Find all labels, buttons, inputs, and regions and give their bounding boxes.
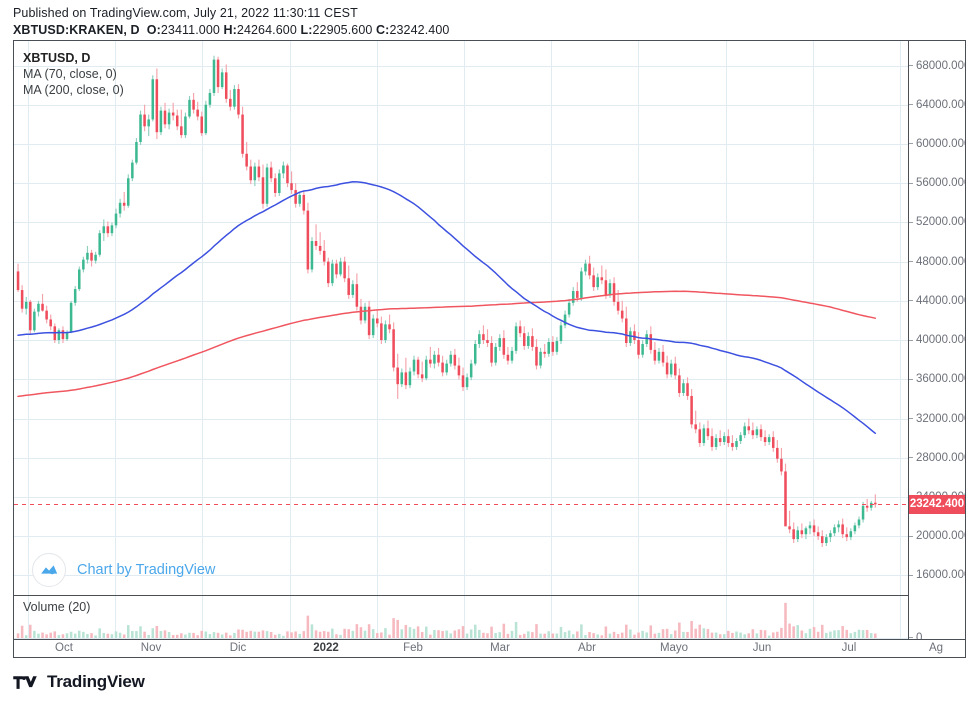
open-value: 23411.000 [160,23,220,37]
gridline-vertical [202,41,203,595]
volume-pane[interactable]: Volume (20) [14,596,908,639]
price-tick-label: 28000.000 [909,451,965,465]
price-plot [16,55,877,547]
gridline-horizontal [14,536,908,537]
price-pane[interactable]: XBTUSD, D MA (70, close, 0) MA (200, clo… [14,41,908,595]
price-tick-label: 52000.000 [909,215,965,229]
gridline-horizontal [14,262,908,263]
gridline-horizontal [14,105,908,106]
gridline-horizontal [14,222,908,223]
gridline-horizontal [14,419,908,420]
gridline-vertical [115,596,116,639]
gridline-horizontal [14,497,908,498]
volume-tick-label: 0 [909,631,965,639]
time-tick-label: Feb [403,642,423,654]
tradingview-logo-icon [13,674,39,691]
gridline-vertical [900,596,901,639]
low-value: 22905.600 [312,23,373,37]
footer-brand: TradingView [47,672,145,691]
gridline-vertical [464,41,465,595]
price-tick-label: 32000.000 [909,412,965,426]
gridline-vertical [551,41,552,595]
high-value: 24264.600 [236,23,297,37]
time-axis[interactable]: Oct Nov Dic 2022 Feb Mar Abr Mayo Jun Jul Ag [14,640,965,657]
gridline-vertical [28,596,29,639]
gridline-vertical [900,41,901,595]
gridline-horizontal [14,458,908,459]
gridline-horizontal [14,340,908,341]
price-scale[interactable]: 68000.000 64000.000 60000.000 56000.000 5200… [909,41,965,639]
price-tick-label: 44000.000 [909,294,965,308]
symbol-quote-bar: XBTUSD:KRAKEN, D O:23411.000 H:24264.600… [13,23,449,37]
ma-70-line [17,181,877,435]
time-tick-label: Mar [490,642,510,654]
watermark-label: Chart by TradingView [77,562,216,578]
gridline-vertical [726,596,727,639]
gridline-vertical [638,596,639,639]
symbol-name: XBTUSD:KRAKEN, D [13,23,140,37]
tradingview-mountain-icon [32,553,66,587]
price-tick-label: 36000.000 [909,372,965,386]
price-tick-label: 64000.000 [909,98,965,112]
volume-plot [16,602,877,638]
gridline-vertical [464,596,465,639]
volume-legend: Volume (20) [23,600,91,614]
tradingview-watermark[interactable]: Chart by TradingView [32,553,215,587]
price-tick-label: 16000.000 [909,568,965,582]
time-tick-label: Ag [928,642,944,654]
gridline-vertical [28,41,29,595]
low-label: L: [300,23,313,37]
time-tick-label: Dic [229,642,247,654]
time-tick-label: Abr [578,642,596,654]
close-value: 23242.400 [389,23,450,37]
time-tick-label: 2022 [313,642,339,654]
gridline-vertical [290,596,291,639]
time-tick-label: Oct [55,642,73,654]
close-label: C: [376,23,390,37]
gridline-horizontal [14,183,908,184]
gridline-vertical [290,41,291,595]
last-price-line [14,504,908,505]
gridline-horizontal [14,66,908,67]
time-divider [14,639,965,640]
price-tick-label: 60000.000 [909,137,965,151]
gridline-horizontal [14,301,908,302]
price-tick-label: 20000.000 [909,529,965,543]
scale-divider [908,41,909,639]
gridline-horizontal [14,575,908,576]
gridline-vertical [638,41,639,595]
gridline-horizontal [14,144,908,145]
price-tick-label: 56000.000 [909,176,965,190]
time-tick-label: Nov [140,642,162,654]
gridline-vertical [813,596,814,639]
chart-frame[interactable]: XBTUSD, D MA (70, close, 0) MA (200, clo… [13,40,966,658]
ma-200-line [17,290,877,398]
time-tick-label: Jun [752,642,772,654]
gridline-vertical [813,41,814,595]
gridline-vertical [202,596,203,639]
price-tick-label: 68000.000 [909,59,965,73]
open-label: O: [146,23,161,37]
price-tick-label: 40000.000 [909,333,965,347]
price-tick-label: 48000.000 [909,255,965,269]
gridline-horizontal [14,379,908,380]
volume-baseline [14,638,908,639]
published-timestamp: Published on TradingView.com, July 21, 2… [13,6,358,20]
gridline-vertical [377,596,378,639]
pane-divider [14,595,908,596]
gridline-vertical [551,596,552,639]
gridline-vertical [726,41,727,595]
high-label: H: [223,23,237,37]
time-tick-label: Jul [841,642,857,654]
tradingview-footer[interactable]: TradingView [13,672,145,692]
last-price-badge: 23242.400 [909,495,965,514]
time-tick-label: Mayo [659,642,689,654]
